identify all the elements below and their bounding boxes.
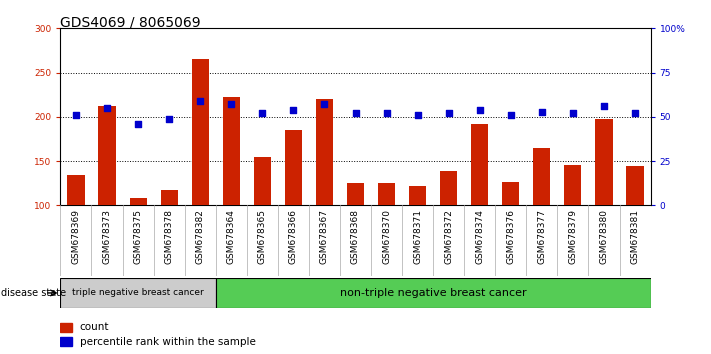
Bar (223, 97, 240, 205)
Bar (192, 59, 209, 205)
Text: GSM678373: GSM678373 (102, 209, 112, 264)
Text: GDS4069 / 8065069: GDS4069 / 8065069 (60, 16, 201, 30)
Text: GSM678370: GSM678370 (382, 209, 391, 264)
Bar (215, 278, 651, 308)
Text: GSM678375: GSM678375 (134, 209, 143, 264)
Point (381, 110, 392, 116)
Text: GSM678379: GSM678379 (568, 209, 577, 264)
Bar (60, 337, 72, 347)
Bar (347, 183, 364, 205)
Text: GSM678368: GSM678368 (351, 209, 360, 264)
Bar (99, 106, 116, 205)
Bar (626, 166, 643, 205)
Point (629, 110, 641, 116)
Bar (129, 198, 146, 205)
Text: GSM678366: GSM678366 (289, 209, 298, 264)
Text: GSM678381: GSM678381 (631, 209, 639, 264)
Text: GSM678365: GSM678365 (258, 209, 267, 264)
Point (70, 112, 82, 118)
Bar (440, 171, 457, 205)
Point (195, 98, 206, 104)
Bar (254, 156, 271, 205)
Bar (565, 166, 582, 205)
Point (443, 110, 454, 116)
Bar (502, 182, 519, 205)
Point (164, 116, 175, 121)
Point (567, 110, 579, 116)
Text: percentile rank within the sample: percentile rank within the sample (80, 337, 255, 347)
Text: GSM678367: GSM678367 (320, 209, 329, 264)
Point (288, 107, 299, 113)
Bar (471, 124, 488, 205)
Text: count: count (80, 322, 109, 332)
Bar (378, 183, 395, 205)
Text: GSM678372: GSM678372 (444, 209, 453, 264)
Point (412, 112, 423, 118)
Text: GSM678364: GSM678364 (227, 209, 236, 264)
Bar (409, 186, 426, 205)
Bar (285, 130, 302, 205)
Bar (533, 148, 550, 205)
Bar (60, 278, 215, 308)
Point (536, 109, 547, 114)
Text: non-triple negative breast cancer: non-triple negative breast cancer (340, 288, 526, 298)
Bar (316, 99, 333, 205)
Point (505, 112, 516, 118)
Bar (68, 175, 85, 205)
Bar (161, 190, 178, 205)
Text: GSM678380: GSM678380 (599, 209, 609, 264)
Point (132, 121, 144, 127)
Text: GSM678371: GSM678371 (413, 209, 422, 264)
Text: GSM678374: GSM678374 (475, 209, 484, 264)
Point (319, 102, 330, 107)
Point (102, 105, 113, 111)
Bar (595, 119, 612, 205)
Point (257, 110, 268, 116)
Point (598, 103, 609, 109)
Text: GSM678378: GSM678378 (165, 209, 173, 264)
Text: GSM678382: GSM678382 (196, 209, 205, 264)
Point (350, 110, 361, 116)
Point (225, 102, 237, 107)
Bar (60, 322, 72, 332)
Point (474, 107, 486, 113)
Text: GSM678377: GSM678377 (538, 209, 546, 264)
Text: GSM678376: GSM678376 (506, 209, 515, 264)
Text: disease state: disease state (1, 288, 66, 298)
Text: triple negative breast cancer: triple negative breast cancer (73, 289, 204, 297)
Text: GSM678369: GSM678369 (72, 209, 80, 264)
